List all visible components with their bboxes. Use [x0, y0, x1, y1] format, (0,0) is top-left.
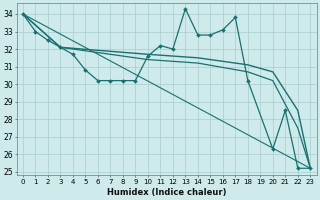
X-axis label: Humidex (Indice chaleur): Humidex (Indice chaleur): [107, 188, 226, 197]
